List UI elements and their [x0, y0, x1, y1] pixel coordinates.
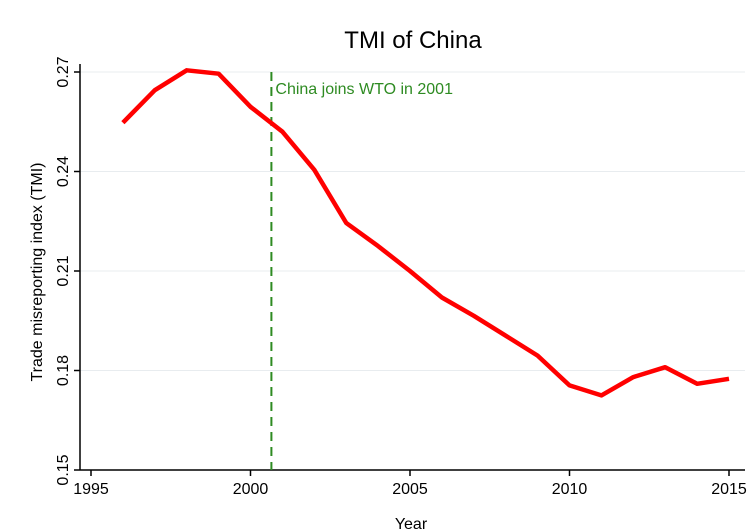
ticks: 0.15 0.18 0.21 0.24 0.27 1995 2000 2005 2010 2015: [55, 56, 747, 498]
x-tick-label: 2010: [552, 481, 588, 498]
y-tick-label: 0.18: [55, 355, 72, 386]
series-group: [121, 68, 730, 398]
x-axis-title: Year: [395, 516, 428, 531]
x-tick-label: 2000: [233, 481, 269, 498]
annotation-label: China joins WTO in 2001: [275, 81, 453, 98]
chart-title: TMI of China: [344, 27, 482, 54]
y-tick-label: 0.24: [55, 156, 72, 187]
y-tick-label: 0.21: [55, 255, 72, 286]
y-tick-label: 0.27: [55, 56, 72, 87]
y-tick-label: 0.15: [55, 454, 72, 485]
y-axis-title: Trade misreporting index (TMI): [29, 162, 46, 381]
x-tick-label: 2005: [392, 481, 428, 498]
series-line: [121, 68, 730, 398]
x-tick-label: 1995: [73, 481, 109, 498]
annotations: China joins WTO in 2001: [270, 72, 453, 470]
axes: [79, 64, 745, 471]
x-tick-label: 2015: [711, 481, 747, 498]
